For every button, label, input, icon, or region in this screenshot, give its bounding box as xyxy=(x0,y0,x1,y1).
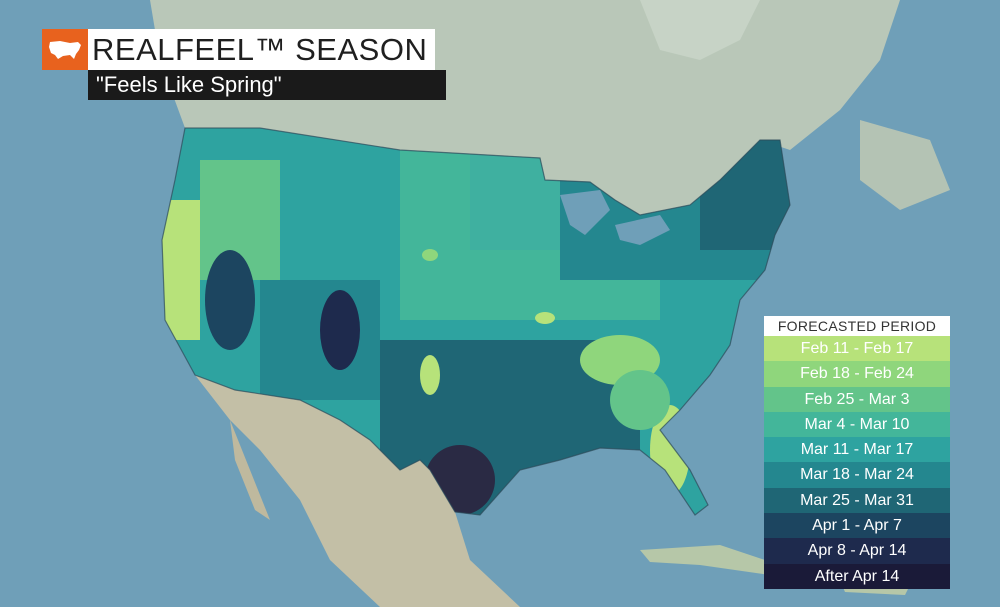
legend-item: Apr 1 - Apr 7 xyxy=(764,513,950,539)
legend-item: Mar 25 - Mar 31 xyxy=(764,487,950,514)
legend-item: After Apr 14 xyxy=(764,563,950,589)
cuba-landmass xyxy=(640,545,780,575)
legend-item: Mar 11 - Mar 17 xyxy=(764,437,950,463)
legend-item: Feb 11 - Feb 17 xyxy=(764,336,950,362)
legend-item: Mar 4 - Mar 10 xyxy=(764,411,950,438)
legend-title: FORECASTED PERIOD xyxy=(764,316,950,336)
legend-item: Mar 18 - Mar 24 xyxy=(764,462,950,488)
title-banner: REALFEEL™ SEASON xyxy=(42,29,436,70)
map-legend: FORECASTED PERIOD Feb 11 - Feb 17 Feb 18 … xyxy=(764,316,950,589)
usa-map-icon xyxy=(42,29,88,70)
legend-item: Feb 18 - Feb 24 xyxy=(764,361,950,387)
page-subtitle: "Feels Like Spring" xyxy=(88,70,446,100)
great-lakes xyxy=(560,190,670,245)
mexico-landmass xyxy=(195,375,520,607)
legend-item: Feb 25 - Mar 3 xyxy=(764,386,950,412)
page-title: REALFEEL™ SEASON xyxy=(88,29,436,70)
legend-item: Apr 8 - Apr 14 xyxy=(764,538,950,564)
